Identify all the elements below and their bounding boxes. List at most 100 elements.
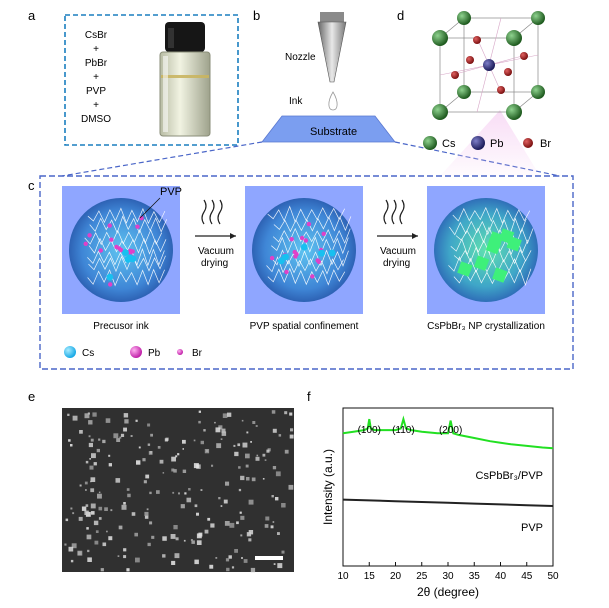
nanoparticle [124,419,129,424]
nanoparticles [64,410,294,573]
nanoparticle [245,464,249,468]
nanoparticle [64,543,67,546]
x-axis-label: 2θ (degree) [417,585,479,599]
nanoparticle [211,464,214,467]
nanoparticle [157,446,161,449]
ion-dot [315,258,320,263]
ion-dot [299,235,305,241]
nanoparticle [136,460,141,465]
legend-marker [64,346,76,358]
nanoparticle [134,532,138,537]
nanoparticle [84,510,89,515]
nanoparticle [245,453,250,459]
nanoparticle [203,429,206,432]
nanoparticle [214,421,216,424]
nanoparticle [246,477,250,481]
nanoparticle [256,454,259,457]
step-2-label-line2: drying [383,258,410,269]
nanoparticle [272,428,277,433]
nanoparticle [108,536,113,541]
nanoparticle [121,504,127,510]
panel-f: 10 15 20 25 30 35 40 45 50 (100) (110) (200) 2θ (d… [321,407,559,599]
panel-label-a: a [28,8,36,23]
ion-dot [318,249,325,257]
nanoparticle [70,559,74,563]
nanoparticle [146,508,149,511]
nanoparticle [278,434,282,437]
peak-label: (100) [358,425,381,436]
nanoparticle [229,522,235,528]
nanoparticle [85,489,87,491]
vial-body [159,51,211,137]
x-tick-label: 10 [337,571,349,582]
nanoparticle [177,453,180,456]
reagent-line: PbBr [85,58,108,69]
x-tick-label: 35 [469,571,481,582]
nanoparticle [89,458,91,460]
ink-label: Ink [289,96,303,107]
pvp-chain [453,246,532,265]
ion-dot [328,249,336,257]
ion-dot [87,233,92,238]
ion-dot [300,243,308,251]
ion-dot [98,248,104,253]
nanoparticle [221,428,226,433]
nanoparticle [175,455,178,458]
ion-dot [129,255,137,263]
nanoparticle [68,546,74,552]
legend-label: Br [192,348,203,359]
nanoparticle [123,548,127,552]
nanoparticle [182,469,187,473]
nanoparticle [234,549,238,553]
nanoparticle [135,419,138,422]
nanoparticle [131,512,136,516]
ion-dot [269,255,275,261]
nanoparticle [170,534,176,539]
nanoparticle [96,448,100,453]
nanoparticle [277,532,280,535]
nanoparticle [92,412,97,417]
nanoparticle [271,410,276,414]
nanoparticle [271,495,274,498]
peak-label: (200) [439,425,462,436]
ion-dot [108,282,113,287]
nanoparticle [227,412,232,417]
ion-dot [293,254,298,259]
nanoparticle [270,525,274,529]
nanoparticle [275,471,281,477]
nanoparticle [98,491,101,494]
nanoparticle [238,466,241,469]
pvp-chain [452,206,531,224]
ion-dot [284,269,289,275]
nanoparticle [255,456,260,461]
nanoparticle [225,481,230,486]
panel-a: CsBr + PbBr + PVP + DMSO [64,14,239,146]
nanoparticle [90,438,94,442]
nanoparticle [105,418,111,423]
nanoparticle [78,516,83,521]
nanoparticle [162,536,167,541]
nanoparticle [198,410,201,413]
nanoparticle [272,466,277,470]
nanoparticle [162,472,165,474]
nanoparticle [119,436,122,439]
nanoparticle [200,489,203,491]
nanoparticle [173,469,177,473]
pvp-chain [87,268,165,287]
nanoparticle [102,542,107,547]
nanoparticle [156,490,160,494]
nanoparticle [275,497,279,501]
nanoparticle [77,550,83,556]
nanoparticle [123,555,127,559]
reagent-line: PVP [86,86,106,97]
nanoparticle [90,503,96,509]
nanocrystal [492,267,508,283]
vial [159,22,211,137]
nanoparticle [126,568,130,572]
nanoparticle [84,413,90,419]
nanoparticle [200,440,204,445]
nanoparticle [108,463,112,467]
ion-dot [277,257,285,265]
nanoparticle [288,484,294,490]
